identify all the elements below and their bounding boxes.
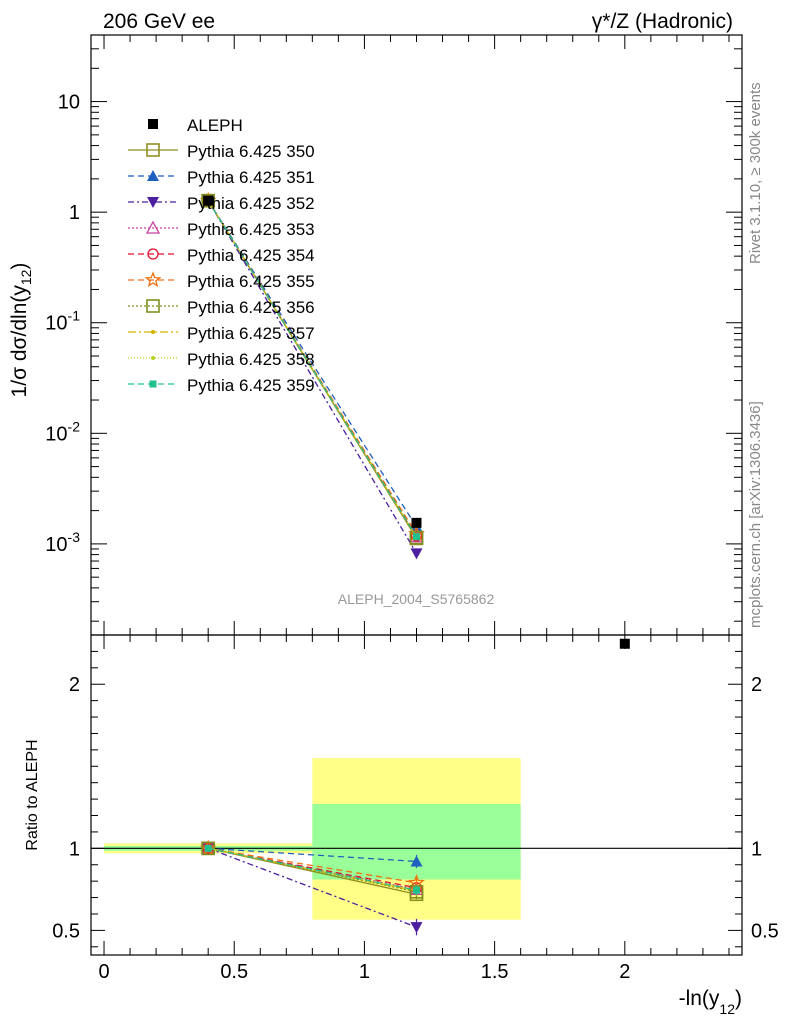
- legend-label: Pythia 6.425 356: [187, 298, 315, 317]
- x-tick-label: 2: [619, 961, 630, 983]
- ratio-line-6: [208, 847, 417, 884]
- ratio-y-tick-label-right: 2: [751, 674, 762, 696]
- legend-marker: [147, 170, 159, 181]
- x-tick-label: 0.5: [220, 961, 248, 983]
- header-left-label: 206 GeV ee: [103, 10, 215, 33]
- y-tick-label: 10-1: [45, 308, 80, 335]
- ratio-line-10: [208, 847, 417, 891]
- legend-marker: [147, 197, 159, 208]
- legend: ALEPH Pythia 6.425 350 Pythia 6.425 351 Pyt…: [128, 116, 315, 395]
- legend-marker: [145, 220, 161, 234]
- legend-label: Pythia 6.425 357: [187, 324, 315, 343]
- y-tick-label: 10-2: [45, 418, 80, 445]
- series-point: [409, 530, 424, 545]
- ratio-line-9: [208, 847, 417, 891]
- legend-label: Pythia 6.425 353: [187, 220, 315, 239]
- ratio-line-7: [208, 847, 417, 893]
- legend-label: Pythia 6.425 351: [187, 168, 315, 187]
- analysis-label: ALEPH_2004_S5765862: [338, 591, 495, 607]
- x-axis-label: -ln(y12): [679, 987, 742, 1017]
- header-right-label: γ*/Z (Hadronic): [592, 10, 733, 33]
- mcplots-label: mcplots.cern.ch [arXiv:1306.3436]: [747, 401, 764, 628]
- ratio-y-tick-label-left: 0.5: [52, 920, 80, 942]
- main-y-axis-label: 1/σ dσ/dln(y12): [8, 263, 34, 398]
- series-point: [413, 533, 420, 541]
- series-point: [201, 193, 215, 208]
- legend-marker: [144, 271, 162, 288]
- legend-marker: [147, 248, 159, 260]
- legend-marker: [146, 143, 160, 157]
- ratio-point: [410, 855, 423, 867]
- legend-marker: [151, 356, 155, 360]
- ratio-point: [410, 922, 423, 934]
- aleph-data-point: [411, 517, 422, 528]
- ratio-point: [204, 844, 212, 852]
- ratio-y-tick-label-right: 0.5: [751, 920, 779, 942]
- rivet-label: Rivet 3.1.10, ≥ 300k events: [747, 82, 764, 264]
- aleph-data-point: [203, 195, 214, 206]
- legend-marker-aleph: [148, 119, 158, 129]
- series-line-3: [207, 200, 418, 554]
- legend-marker: [151, 330, 155, 334]
- ratio-line-4: [208, 847, 417, 890]
- legend-label-aleph: ALEPH: [187, 116, 243, 135]
- legend-label: Pythia 6.425 350: [187, 142, 315, 161]
- y-tick-label: 1: [69, 202, 80, 224]
- legend-marker: [149, 380, 157, 388]
- ratio-y-axis-label: Ratio to ALEPH: [24, 739, 41, 850]
- ratio-y-tick-label-left: 2: [69, 674, 80, 696]
- x-tick-label: 1.5: [481, 961, 509, 983]
- ratio-point: [413, 886, 420, 894]
- y-tick-label: 10: [58, 92, 80, 114]
- legend-label: Pythia 6.425 358: [187, 350, 315, 369]
- legend-label: Pythia 6.425 355: [187, 272, 315, 291]
- legend-marker: [146, 299, 160, 313]
- ratio-y-tick-label-left: 1: [69, 838, 80, 860]
- ratio-line-2: [208, 847, 417, 863]
- series-point: [410, 548, 423, 560]
- legend-label: Pythia 6.425 359: [187, 376, 315, 395]
- legend-label: Pythia 6.425 354: [187, 246, 315, 265]
- ratio-line-3: [207, 847, 417, 928]
- x-tick-label: 0: [98, 961, 109, 983]
- ratio-point: [201, 841, 215, 856]
- series-line-10: [207, 200, 418, 538]
- y-tick-label: 10-3: [45, 529, 80, 556]
- main-panel: 10 1 10-1 10-2 10-3: [45, 34, 743, 649]
- x-tick-label: 1: [359, 961, 370, 983]
- uncertainty-band-green: [312, 804, 521, 880]
- ratio-panel: 0 0.5 1 1.5 2 0.5 0.5 1 1 2 2: [52, 634, 779, 983]
- legend-label: Pythia 6.425 352: [187, 194, 315, 213]
- ratio-y-tick-label-right: 1: [751, 838, 762, 860]
